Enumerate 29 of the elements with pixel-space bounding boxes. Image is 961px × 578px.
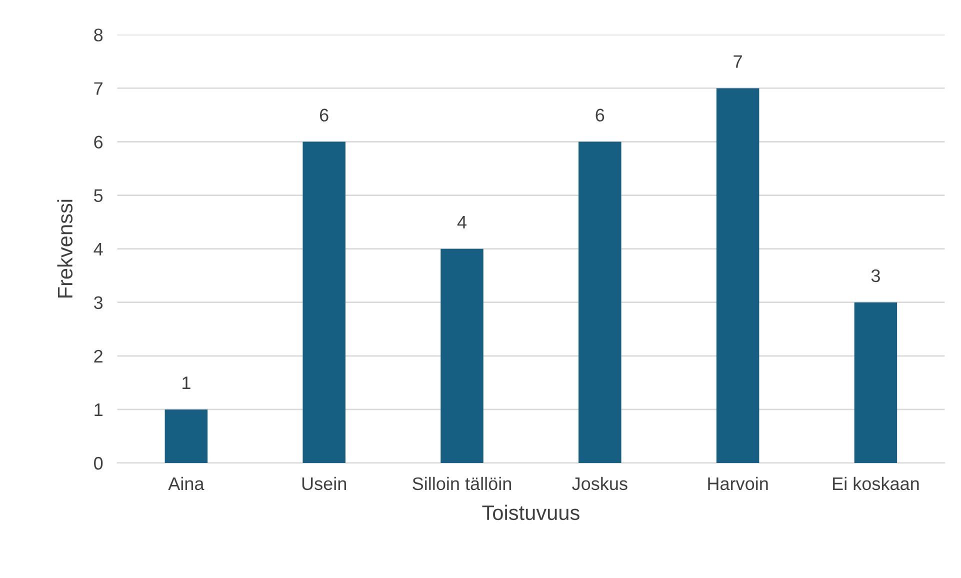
data-label: 1	[182, 376, 190, 390]
y-tick-label: 8	[94, 28, 103, 42]
y-tick-label: 3	[94, 296, 103, 310]
y-tick-label: 6	[94, 136, 103, 148]
y-tick-label: 1	[94, 404, 102, 416]
bar	[302, 142, 346, 463]
data-label: 4	[457, 216, 466, 228]
y-tick-label: 2	[94, 350, 102, 362]
bar	[164, 409, 208, 463]
x-tick-label: Harvoin	[708, 476, 768, 490]
y-tick-label: 5	[94, 189, 103, 202]
data-label: 3	[871, 269, 880, 282]
x-tick-label: Joskus	[572, 476, 628, 490]
data-label: 6	[596, 108, 604, 122]
x-tick-label: Ei koskaan	[833, 476, 919, 490]
bar	[440, 248, 484, 463]
y-tick-label: 4	[94, 242, 103, 256]
x-tick-label: Aina	[168, 476, 204, 490]
x-tick-label: Usein	[302, 476, 346, 490]
data-label: 7	[734, 55, 742, 68]
y-axis-title: Frekvenssi	[57, 200, 73, 298]
x-axis-title: Toistuvuus	[482, 504, 580, 520]
y-tick-label: 7	[94, 82, 102, 95]
bar	[854, 302, 898, 463]
bar	[578, 142, 622, 463]
x-tick-label: Silloin tällöin	[412, 476, 512, 490]
y-tick-label: 0	[94, 456, 103, 470]
data-label: 6	[320, 108, 328, 122]
bar	[716, 88, 760, 463]
